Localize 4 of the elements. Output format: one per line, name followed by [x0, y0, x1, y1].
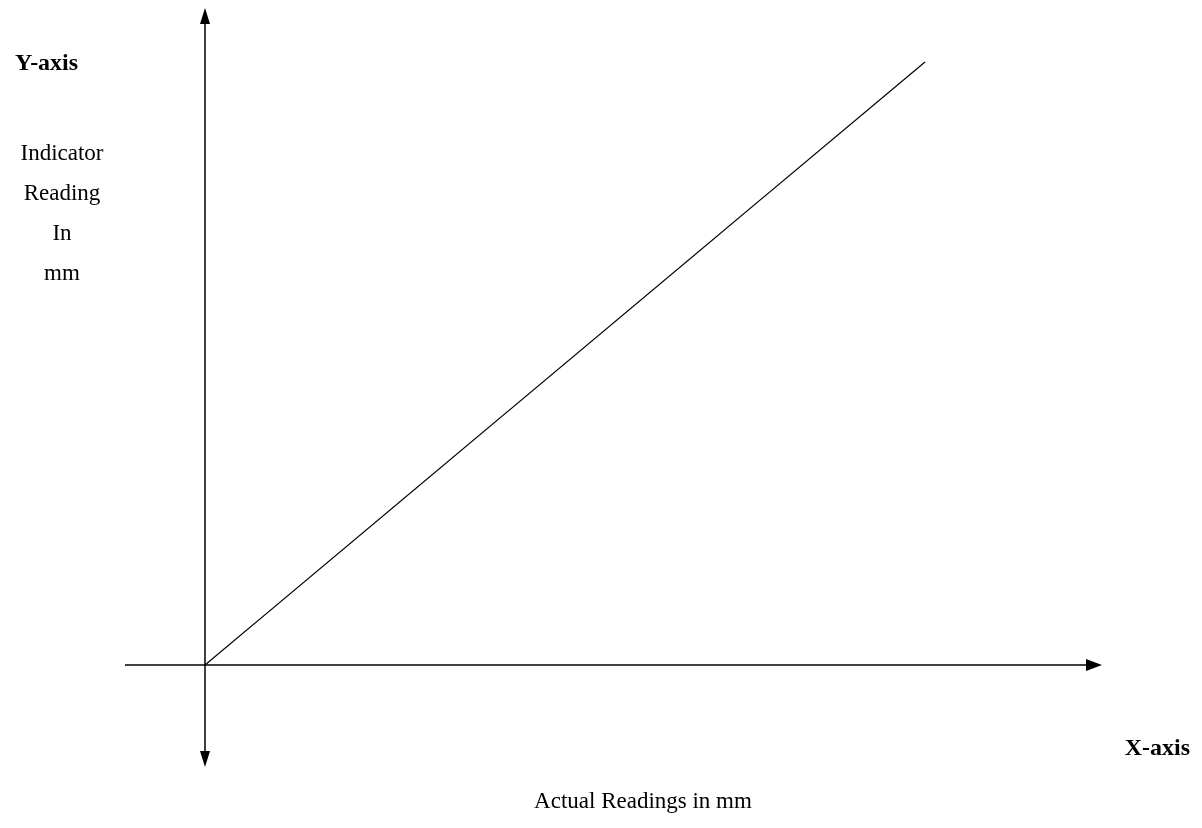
text: X-axis [1124, 734, 1190, 760]
y-axis-title: Indicator Reading In mm [20, 140, 104, 285]
text: Y-axis [15, 49, 79, 75]
text: Actual Readings in mm [534, 788, 753, 813]
